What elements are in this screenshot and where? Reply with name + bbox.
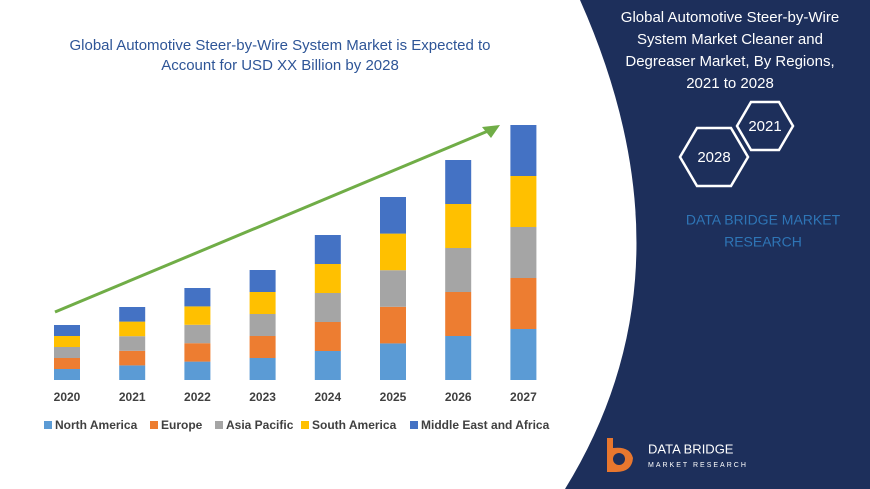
legend-label: Middle East and Africa bbox=[421, 418, 550, 432]
bar-segment bbox=[184, 324, 211, 344]
trend-arrow bbox=[54, 129, 489, 314]
bar-segment bbox=[314, 351, 341, 380]
bar-segment bbox=[184, 361, 211, 380]
bar-segment bbox=[54, 358, 80, 369]
logo-icon bbox=[613, 453, 625, 465]
bar-segment bbox=[249, 314, 276, 336]
brand-text: DATA BRIDGE MARKET bbox=[686, 212, 841, 228]
panel-title: 2021 to 2028 bbox=[686, 75, 774, 92]
x-tick-label: 2024 bbox=[314, 390, 341, 404]
bar-segment bbox=[314, 264, 341, 293]
x-tick-label: 2025 bbox=[380, 390, 407, 404]
side-panel bbox=[565, 0, 870, 489]
bar-segment bbox=[54, 325, 80, 336]
legend-swatch bbox=[301, 421, 309, 429]
arrow-head bbox=[482, 125, 500, 138]
bar-segment bbox=[249, 270, 276, 292]
bar-segment bbox=[510, 329, 537, 380]
x-tick-label: 2022 bbox=[184, 390, 211, 404]
bar-segment bbox=[184, 343, 211, 362]
bar-segment bbox=[380, 233, 406, 271]
bar-segment bbox=[184, 306, 211, 325]
bar-segment bbox=[184, 288, 211, 307]
bar-segment bbox=[249, 292, 276, 314]
bar-segment bbox=[445, 204, 472, 248]
bar-segment bbox=[314, 322, 341, 351]
bar-segment bbox=[445, 336, 472, 380]
hexagon bbox=[678, 126, 750, 188]
panel-title: Global Automotive Steer-by-Wire bbox=[621, 9, 839, 26]
bar-segment bbox=[380, 270, 406, 307]
panel-title: Degreaser Market, By Regions, bbox=[625, 53, 834, 70]
x-tick-label: 2027 bbox=[510, 390, 537, 404]
hexagon bbox=[735, 100, 795, 152]
bar-segment bbox=[119, 307, 146, 322]
bar-segment bbox=[445, 160, 472, 204]
x-tick-label: 2023 bbox=[249, 390, 276, 404]
chart-title: Global Automotive Steer-by-Wire System M… bbox=[70, 37, 491, 54]
legend-label: Asia Pacific bbox=[226, 418, 294, 432]
bar-segment bbox=[510, 227, 537, 278]
bar-segment bbox=[314, 293, 341, 322]
legend-swatch bbox=[44, 421, 52, 429]
bar-segment bbox=[119, 350, 146, 366]
hex-label: 2021 bbox=[748, 118, 781, 135]
bar-segment bbox=[249, 336, 276, 358]
logo-text: MARKET RESEARCH bbox=[648, 462, 748, 469]
bar-segment bbox=[510, 125, 537, 176]
bar-segment bbox=[119, 336, 146, 351]
x-tick-label: 2020 bbox=[54, 390, 81, 404]
legend-swatch bbox=[215, 421, 223, 429]
logo-text: DATA BRIDGE bbox=[648, 441, 734, 456]
bar-segment bbox=[314, 235, 341, 264]
hex-label: 2028 bbox=[697, 149, 730, 166]
legend-label: North America bbox=[55, 418, 138, 432]
bar-segment bbox=[380, 197, 406, 234]
bar-segment bbox=[510, 278, 537, 329]
bar-segment bbox=[445, 292, 472, 336]
bar-segment bbox=[380, 343, 406, 380]
x-tick-label: 2021 bbox=[119, 390, 146, 404]
bar-segment bbox=[54, 336, 80, 347]
bar-segment bbox=[119, 365, 146, 380]
bar-segment bbox=[249, 358, 276, 380]
bar-segment bbox=[445, 248, 472, 292]
bar-segment bbox=[54, 369, 80, 380]
legend-label: Europe bbox=[161, 418, 203, 432]
bar-segment bbox=[54, 347, 80, 358]
chart-title: Account for USD XX Billion by 2028 bbox=[161, 57, 399, 74]
legend-swatch bbox=[410, 421, 418, 429]
brand-text: RESEARCH bbox=[724, 234, 802, 250]
x-tick-label: 2026 bbox=[445, 390, 472, 404]
bar-segment bbox=[380, 306, 406, 344]
legend-swatch bbox=[150, 421, 158, 429]
bar-segment bbox=[510, 176, 537, 227]
bar-segment bbox=[119, 321, 146, 337]
panel-title: System Market Cleaner and bbox=[637, 31, 823, 48]
legend-label: South America bbox=[312, 418, 397, 432]
